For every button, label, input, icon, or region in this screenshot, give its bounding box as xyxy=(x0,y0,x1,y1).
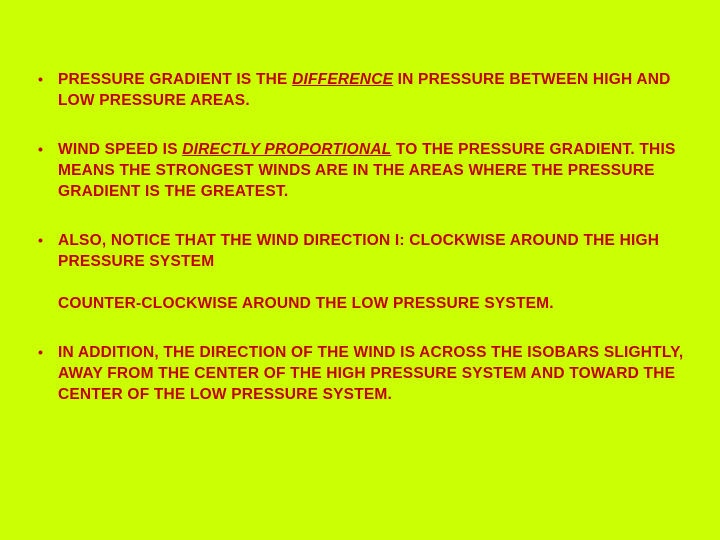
bullet-item: WIND SPEED IS DIRECTLY PROPORTIONAL TO T… xyxy=(28,140,692,203)
bullet-text: IN ADDITION, THE DIRECTION OF THE WIND I… xyxy=(58,344,683,403)
bullet-text: PRESSURE GRADIENT IS THE DIFFERENCE IN P… xyxy=(58,71,671,109)
bullet-item: ALSO, NOTICE THAT THE WIND DIRECTION I: … xyxy=(28,231,692,316)
bullet-item: IN ADDITION, THE DIRECTION OF THE WIND I… xyxy=(28,343,692,406)
plain-text: COUNTER-CLOCKWISE AROUND THE LOW PRESSUR… xyxy=(58,295,554,312)
plain-text: IN ADDITION, THE DIRECTION OF THE WIND I… xyxy=(58,344,683,403)
bullet-text: WIND SPEED IS DIRECTLY PROPORTIONAL TO T… xyxy=(58,141,676,200)
plain-text: PRESSURE GRADIENT IS THE xyxy=(58,71,292,88)
bullet-item: PRESSURE GRADIENT IS THE DIFFERENCE IN P… xyxy=(28,70,692,112)
bullet-subtext: COUNTER-CLOCKWISE AROUND THE LOW PRESSUR… xyxy=(58,294,692,315)
bullet-list: PRESSURE GRADIENT IS THE DIFFERENCE IN P… xyxy=(28,70,692,406)
emphasized-text: DIFFERENCE xyxy=(292,71,393,88)
plain-text: WIND SPEED IS xyxy=(58,141,182,158)
emphasized-text: DIRECTLY PROPORTIONAL xyxy=(182,141,391,158)
plain-text: ALSO, NOTICE THAT THE WIND DIRECTION I: … xyxy=(58,232,659,270)
bullet-text: ALSO, NOTICE THAT THE WIND DIRECTION I: … xyxy=(58,232,659,270)
